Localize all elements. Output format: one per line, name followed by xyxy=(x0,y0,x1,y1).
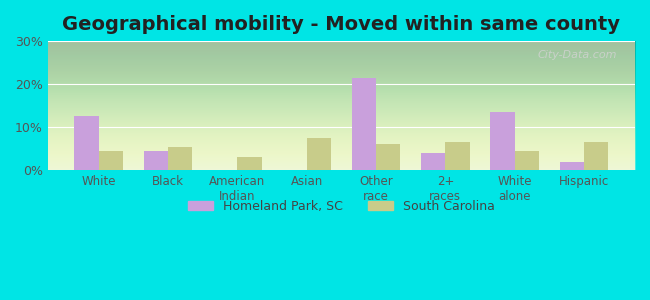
Bar xyxy=(515,151,539,170)
Bar xyxy=(352,78,376,170)
Title: Geographical mobility - Moved within same county: Geographical mobility - Moved within sam… xyxy=(62,15,620,34)
Bar xyxy=(560,162,584,170)
Bar xyxy=(144,151,168,170)
Bar xyxy=(99,151,123,170)
Legend: Homeland Park, SC, South Carolina: Homeland Park, SC, South Carolina xyxy=(183,195,500,218)
Bar xyxy=(445,142,470,170)
Bar xyxy=(421,153,445,170)
Bar xyxy=(491,112,515,170)
Bar xyxy=(237,157,262,170)
Bar xyxy=(376,144,400,170)
Bar xyxy=(75,116,99,170)
Text: City-Data.com: City-Data.com xyxy=(538,50,617,60)
Bar xyxy=(307,138,331,170)
Bar xyxy=(584,142,608,170)
Bar xyxy=(168,147,192,170)
